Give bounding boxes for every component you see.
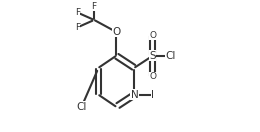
- Text: F: F: [75, 23, 80, 32]
- Text: N: N: [131, 90, 138, 100]
- Text: Cl: Cl: [76, 102, 87, 112]
- Text: F: F: [75, 8, 80, 17]
- Text: F: F: [92, 2, 97, 11]
- Text: I: I: [151, 90, 154, 100]
- Text: S: S: [149, 51, 156, 61]
- Text: Cl: Cl: [165, 51, 176, 61]
- Text: O: O: [149, 72, 156, 81]
- Text: O: O: [149, 30, 156, 40]
- Text: O: O: [112, 27, 120, 37]
